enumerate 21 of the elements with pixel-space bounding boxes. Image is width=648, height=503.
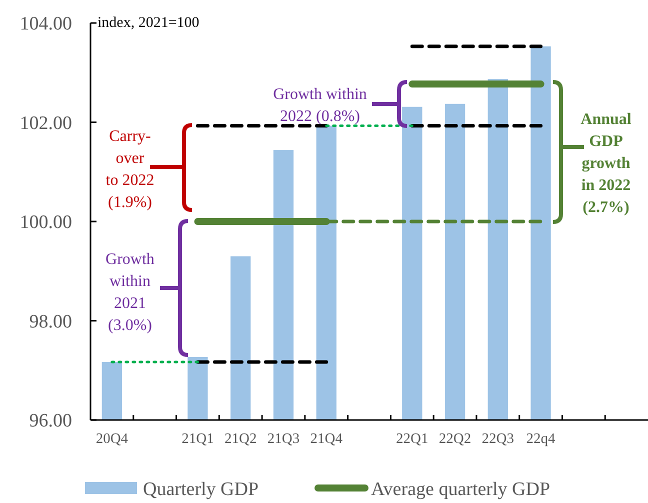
y-tick-label: 96.00	[29, 410, 72, 432]
y-tick-label: 102.00	[20, 112, 72, 134]
annotation: Annual GDP growth in 2022 (2.7%)	[580, 111, 632, 216]
x-tick-label: 21Q4	[310, 431, 344, 447]
legend-label: Average quarterly GDP	[371, 479, 550, 500]
x-tick-label: 22q4	[526, 431, 556, 447]
annotation: Growth within 2021 (3.0%)	[106, 251, 154, 334]
y-tick-label: 98.00	[29, 311, 72, 332]
annotation: Growth within 2022 (0.8%)	[273, 86, 367, 125]
y-tick-label: 104.00	[20, 14, 72, 35]
y-axis-title: index, 2021=100	[98, 15, 200, 31]
x-tick-label: 21Q1	[182, 431, 214, 447]
x-tick-label: 22Q2	[438, 431, 472, 447]
x-tick-label: 22Q3	[482, 431, 514, 447]
y-tick-label: 100.00	[20, 212, 72, 234]
x-tick-label: 21Q2	[224, 431, 257, 447]
x-tick-label: 20Q4	[96, 431, 129, 447]
annotation: Carry- over to 2022 (1.9%)	[106, 128, 154, 211]
x-tick-label: 22Q1	[396, 431, 428, 447]
legend-label: Quarterly GDP	[143, 479, 259, 500]
x-tick-label: 21Q3	[267, 431, 300, 447]
